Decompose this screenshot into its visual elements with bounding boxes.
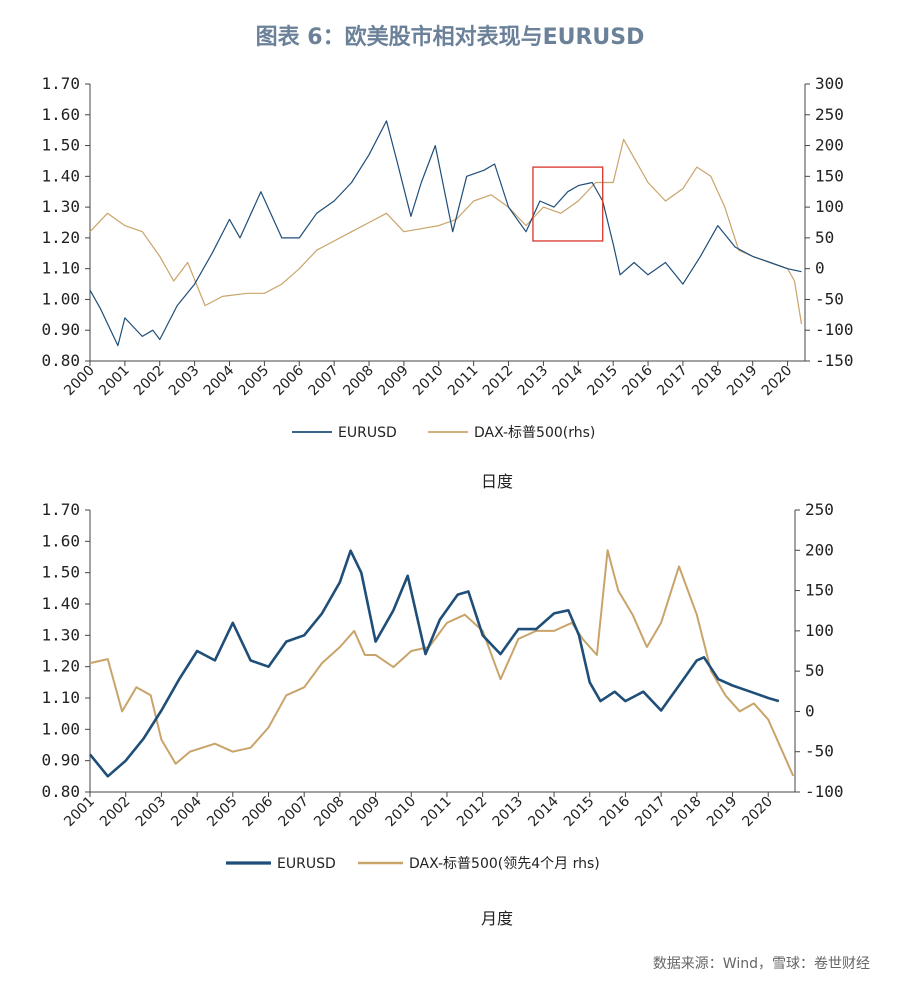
left-tick-label: 0.90 — [41, 751, 80, 770]
x-tick-label: 2004 — [201, 362, 238, 399]
left-tick-label: 1.00 — [41, 289, 80, 308]
left-tick-label: 1.40 — [41, 594, 80, 613]
left-tick-label: 1.20 — [41, 228, 80, 247]
x-tick-label: 2010 — [410, 363, 447, 400]
right-tick-label: 100 — [805, 621, 834, 640]
x-tick-label: 2018 — [668, 794, 705, 831]
x-tick-label: 2005 — [236, 363, 273, 400]
x-tick-label: 2009 — [375, 363, 412, 400]
x-tick-label: 2004 — [168, 793, 205, 830]
highlight-box — [532, 166, 604, 242]
series-line-dax — [89, 138, 803, 325]
left-tick-label: 1.40 — [41, 166, 80, 185]
left-tick-label: 1.00 — [41, 719, 80, 738]
chart-caption: 月度 — [481, 909, 513, 928]
x-tick-label: 2008 — [311, 794, 348, 831]
right-tick-label: -50 — [805, 742, 834, 761]
x-tick-label: 2006 — [271, 362, 308, 399]
left-tick-label: 1.20 — [41, 657, 80, 676]
legend-label: EURUSD — [277, 856, 336, 872]
right-tick-label: -100 — [805, 782, 844, 801]
x-tick-label: 2012 — [454, 794, 491, 831]
x-tick-label: 2005 — [204, 794, 241, 831]
x-tick-label: 2007 — [275, 794, 312, 831]
left-tick-label: 1.30 — [41, 625, 80, 644]
legend-label: DAX-标普500(rhs) — [474, 425, 595, 441]
left-tick-label: 1.30 — [41, 197, 80, 216]
right-tick-label: 150 — [805, 581, 834, 600]
x-tick-label: 2006 — [240, 793, 277, 830]
monthly-chart: 1.70 1.60 1.50 1.40 1.30 1.20 1.10 1.00 0.90 0.80… — [41, 500, 843, 928]
right-tick-label: 150 — [815, 166, 844, 185]
left-tick-label: 0.80 — [41, 351, 80, 370]
x-tick-label: 2008 — [340, 363, 377, 400]
series-line-eurusd — [88, 549, 780, 778]
x-tick-label: 2017 — [654, 363, 691, 400]
x-tick-label: 2016 — [619, 362, 656, 399]
x-tick-label: 2001 — [96, 363, 133, 400]
x-tick-label: 2012 — [480, 363, 517, 400]
x-tick-label: 2002 — [97, 794, 134, 831]
right-tick-label: 250 — [805, 500, 834, 519]
right-tick-label: 50 — [815, 228, 834, 247]
right-tick-label: -50 — [815, 289, 844, 308]
legend-label: EURUSD — [338, 425, 397, 441]
x-tick-label: 2018 — [689, 363, 726, 400]
x-tick-label: 2019 — [704, 794, 741, 831]
right-tick-label: 50 — [805, 661, 824, 680]
right-tick-label: 300 — [815, 74, 844, 93]
x-tick-label: 2020 — [740, 794, 777, 831]
x-tick-label: 2003 — [133, 794, 170, 831]
left-tick-label: 0.90 — [41, 320, 80, 339]
x-tick-label: 2013 — [515, 363, 552, 400]
x-tick-label: 2019 — [724, 363, 761, 400]
x-tick-label: 2007 — [305, 363, 342, 400]
source-note: 数据来源：Wind，雪球：卷世财经 — [653, 956, 870, 972]
right-tick-label: 200 — [805, 540, 834, 559]
series-line-dax — [89, 549, 795, 777]
right-tick-label: 0 — [805, 701, 815, 720]
left-tick-label: 1.50 — [41, 563, 80, 582]
x-tick-label: 2014 — [550, 362, 587, 399]
x-tick-label: 2003 — [166, 363, 203, 400]
left-tick-label: 1.10 — [41, 688, 80, 707]
daily-chart: 1.70 1.60 1.50 1.40 1.30 1.20 1.10 1.00 0.90 0.80… — [41, 74, 853, 491]
x-tick-label: 2011 — [445, 363, 482, 400]
chart-caption: 日度 — [481, 472, 513, 491]
x-tick-label: 2016 — [597, 793, 634, 830]
left-tick-label: 1.10 — [41, 259, 80, 278]
figure-title: 图表 6：欧美股市相对表现与EURUSD — [256, 24, 645, 50]
x-tick-label: 2009 — [347, 794, 384, 831]
series-line-eurusd — [89, 120, 802, 347]
right-tick-label: -150 — [815, 351, 854, 370]
left-tick-label: 1.60 — [41, 105, 80, 124]
left-tick-label: 1.50 — [41, 136, 80, 155]
legend-label: DAX-标普500(领先4个月 rhs) — [409, 856, 600, 872]
x-tick-label: 2015 — [584, 363, 621, 400]
x-tick-label: 2013 — [490, 794, 527, 831]
right-tick-label: 250 — [815, 105, 844, 124]
right-tick-label: 100 — [815, 197, 844, 216]
left-tick-label: 1.70 — [41, 74, 80, 93]
x-tick-label: 2010 — [383, 794, 420, 831]
x-tick-label: 2017 — [632, 794, 669, 831]
x-tick-label: 2015 — [561, 794, 598, 831]
x-tick-label: 2011 — [418, 794, 455, 831]
right-tick-label: -100 — [815, 320, 854, 339]
x-tick-label: 2014 — [525, 793, 562, 830]
left-tick-label: 1.70 — [41, 500, 80, 519]
left-tick-label: 0.80 — [41, 782, 80, 801]
x-tick-label: 2020 — [759, 363, 796, 400]
right-tick-label: 0 — [815, 259, 825, 278]
right-tick-label: 200 — [815, 136, 844, 155]
x-tick-label: 2002 — [131, 363, 168, 400]
left-tick-label: 1.60 — [41, 531, 80, 550]
